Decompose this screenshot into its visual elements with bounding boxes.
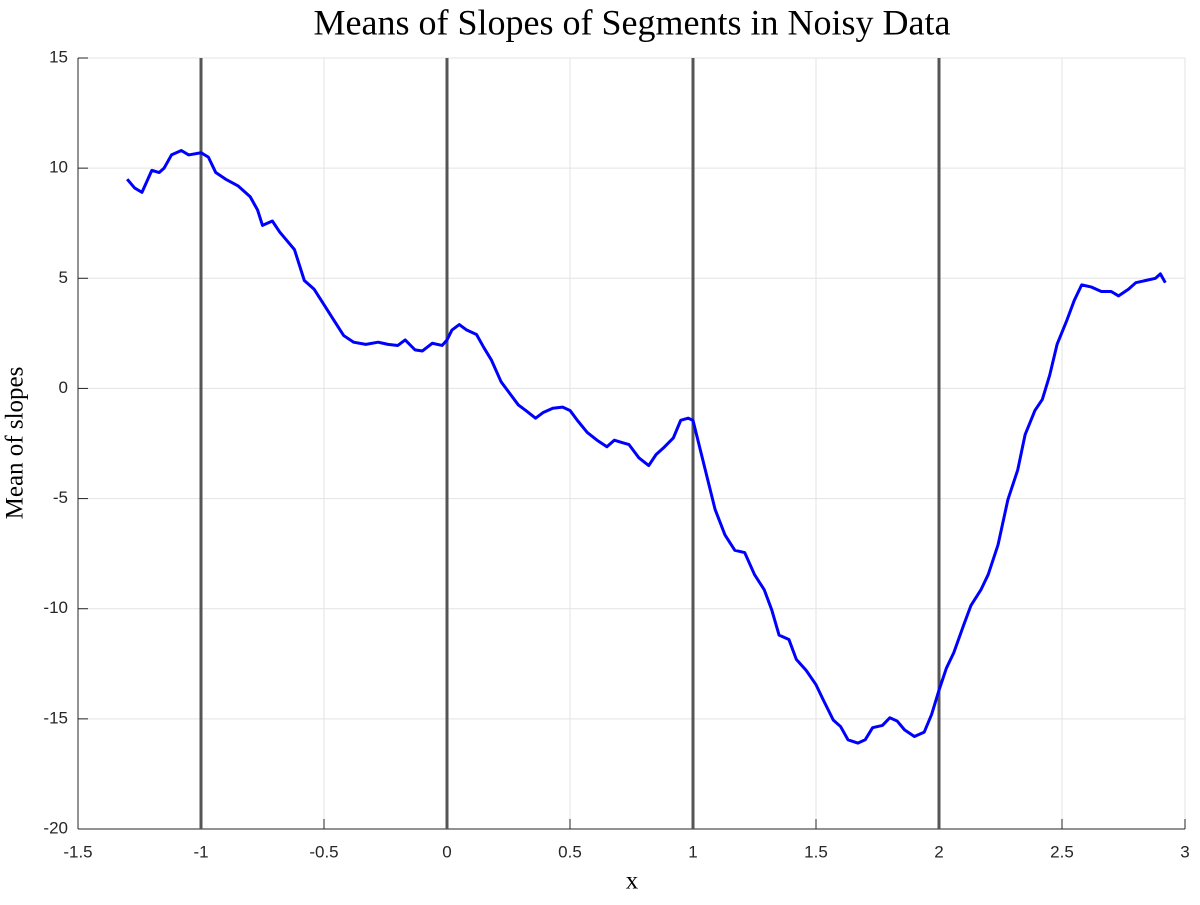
x-axis-label: x (626, 868, 639, 895)
x-tick-label: -0.5 (309, 842, 338, 861)
x-tick-label: 1.5 (804, 842, 828, 861)
x-tick-label: 2 (934, 842, 943, 861)
x-tick-label: 0.5 (558, 842, 582, 861)
y-tick-label: -5 (53, 488, 68, 507)
x-tick-label: -1.5 (63, 842, 92, 861)
y-tick-label: 5 (59, 268, 68, 287)
y-tick-label: 15 (49, 47, 68, 66)
x-tick-label: 3 (1180, 842, 1189, 861)
chart-title: Means of Slopes of Segments in Noisy Dat… (314, 2, 951, 42)
y-tick-label: -20 (43, 818, 68, 837)
y-tick-label: -15 (43, 708, 68, 727)
x-tick-label: 2.5 (1050, 842, 1074, 861)
y-axis-label: Mean of slopes (2, 367, 29, 520)
x-tick-label: 0 (442, 842, 451, 861)
x-tick-label: -1 (193, 842, 208, 861)
y-tick-label: 0 (59, 378, 68, 397)
x-tick-label: 1 (688, 842, 697, 861)
y-tick-label: -10 (43, 598, 68, 617)
y-tick-label: 10 (49, 158, 68, 177)
data-line (126, 149, 1167, 745)
